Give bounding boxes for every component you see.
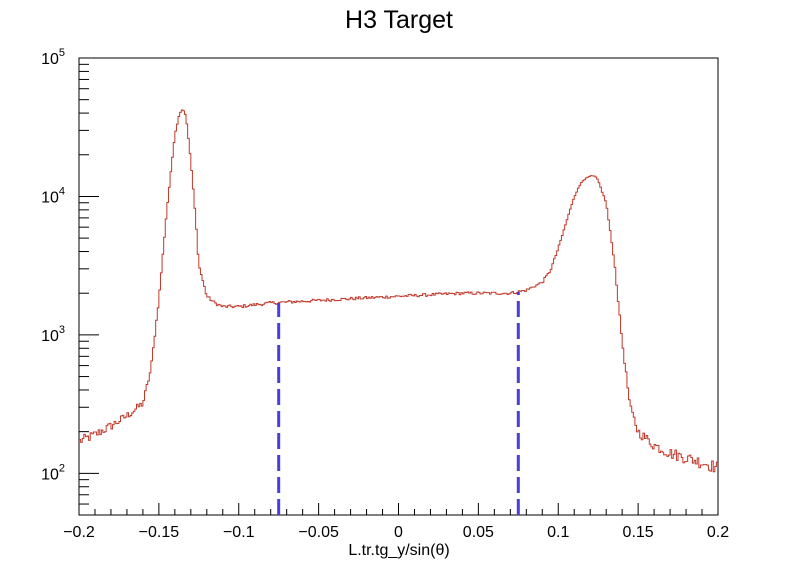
plot-frame bbox=[78, 57, 719, 516]
y-tick-label: 104 bbox=[41, 185, 65, 206]
y-tick-label: 102 bbox=[41, 462, 65, 483]
y-tick-label: 103 bbox=[41, 324, 65, 345]
x-tick-label: −0.05 bbox=[298, 524, 339, 541]
y-axis: 102 103 104 105 bbox=[41, 47, 99, 516]
x-tick-label: −0.2 bbox=[63, 524, 95, 541]
x-tick-label: 0.2 bbox=[707, 524, 729, 541]
annotation-layer bbox=[277, 291, 520, 515]
x-tick-label: 0.05 bbox=[463, 524, 494, 541]
x-tick-label: 0 bbox=[394, 524, 403, 541]
x-axis-title: L.tr.tg_y/sin(θ) bbox=[348, 542, 449, 559]
series-layer bbox=[79, 109, 718, 473]
x-tick-label: −0.1 bbox=[223, 524, 255, 541]
x-tick-label: 0.15 bbox=[623, 524, 654, 541]
x-tick-label: 0.1 bbox=[547, 524, 569, 541]
x-tick-label: −0.15 bbox=[139, 524, 180, 541]
histogram-series bbox=[79, 109, 718, 473]
y-tick-label: 105 bbox=[41, 47, 65, 68]
x-axis: −0.2 −0.15 −0.1 −0.05 0 0.05 0.1 0.15 0.2 bbox=[63, 503, 729, 541]
chart-title: H3 Target bbox=[345, 6, 453, 34]
